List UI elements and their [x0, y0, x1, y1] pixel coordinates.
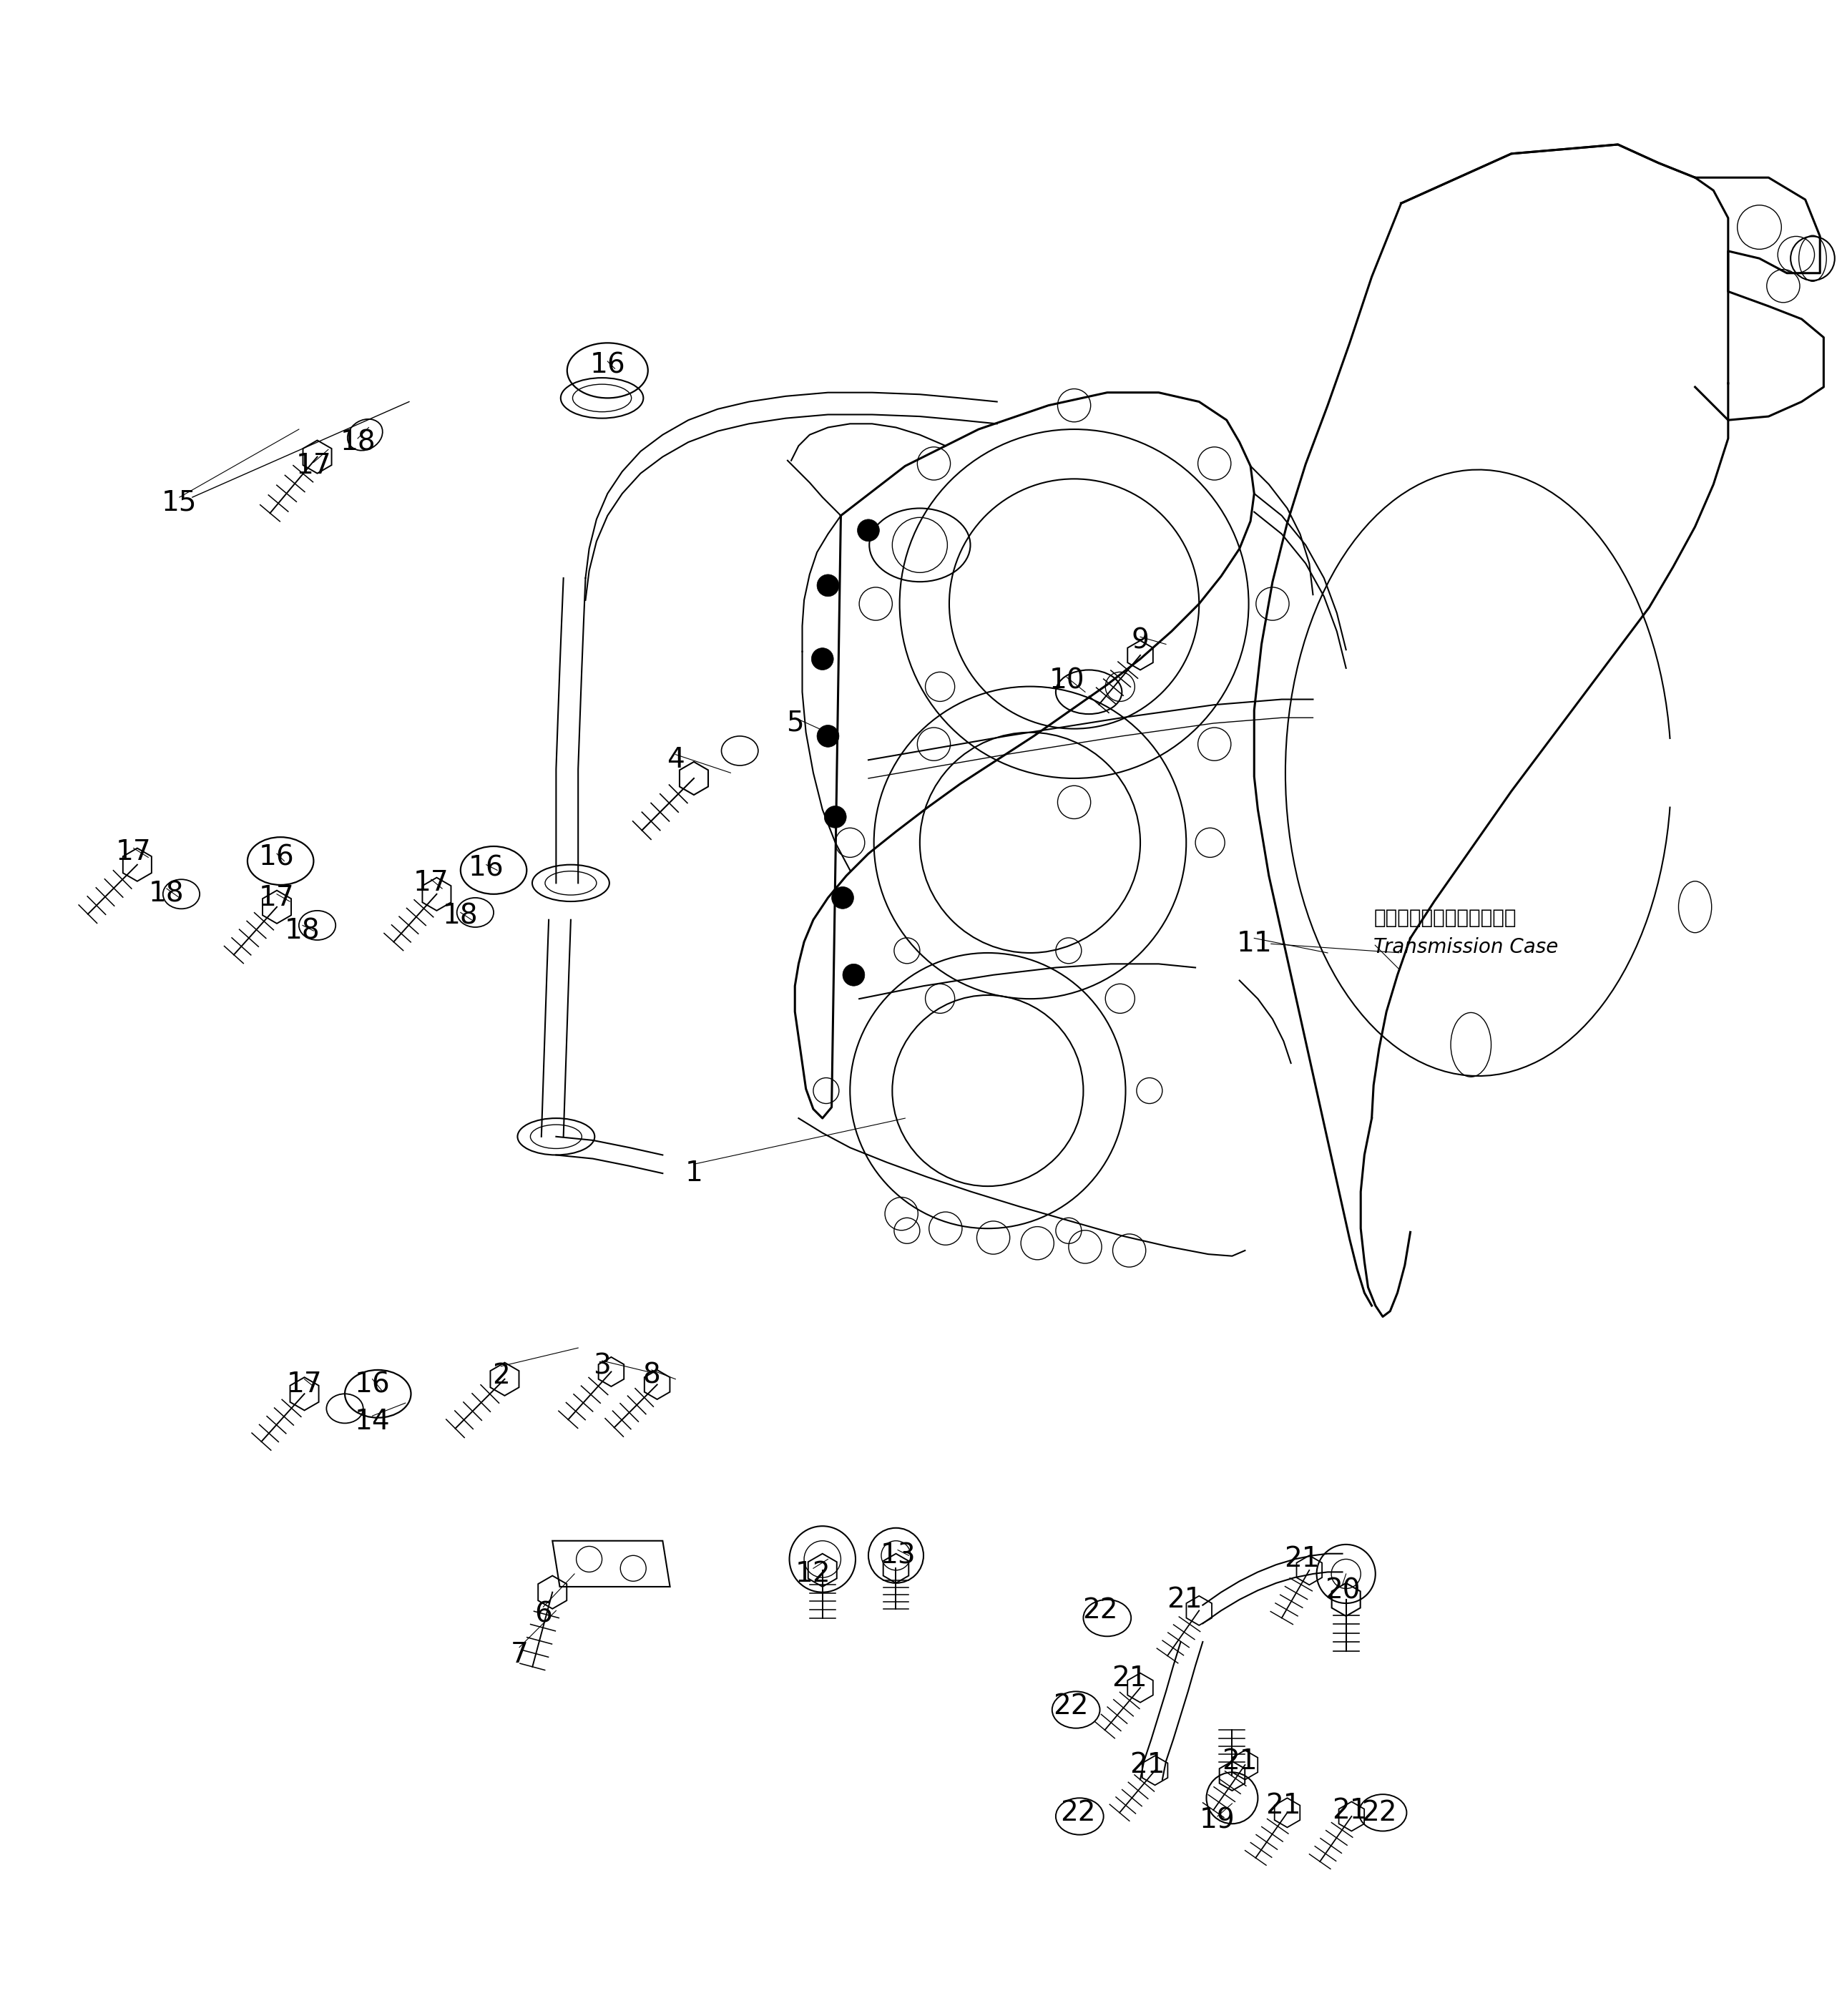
Text: 7: 7 — [510, 1641, 528, 1669]
Circle shape — [857, 520, 879, 542]
Circle shape — [811, 647, 833, 669]
Circle shape — [824, 806, 846, 829]
Text: 18: 18 — [443, 903, 478, 929]
Text: 13: 13 — [879, 1542, 916, 1568]
Text: 6: 6 — [534, 1601, 552, 1627]
Text: 22: 22 — [1053, 1693, 1088, 1720]
Text: 17: 17 — [296, 452, 331, 480]
Text: 16: 16 — [589, 351, 626, 379]
Text: 1: 1 — [685, 1159, 702, 1187]
Text: 21: 21 — [1112, 1665, 1147, 1691]
Text: 3: 3 — [593, 1353, 611, 1379]
Text: 21: 21 — [1167, 1587, 1202, 1613]
Text: 2: 2 — [491, 1363, 510, 1389]
Circle shape — [842, 964, 864, 986]
Text: 16: 16 — [355, 1371, 390, 1399]
Text: 14: 14 — [355, 1407, 390, 1435]
Text: 18: 18 — [340, 429, 375, 456]
Text: 21: 21 — [1265, 1792, 1302, 1818]
Text: 10: 10 — [1049, 667, 1084, 696]
Text: 18: 18 — [284, 917, 320, 943]
Text: 17: 17 — [286, 1371, 321, 1399]
Text: Transmission Case: Transmission Case — [1374, 937, 1559, 958]
Text: 16: 16 — [259, 845, 296, 871]
Text: 9: 9 — [1132, 627, 1149, 653]
Text: 21: 21 — [1221, 1748, 1258, 1774]
Text: 22: 22 — [1060, 1798, 1095, 1826]
Text: 16: 16 — [469, 855, 504, 881]
Text: 15: 15 — [163, 490, 198, 516]
Text: トランスミッションケース: トランスミッションケース — [1374, 907, 1516, 927]
Circle shape — [816, 726, 839, 748]
Text: 17: 17 — [414, 869, 449, 897]
Text: 22: 22 — [1361, 1798, 1396, 1826]
Text: 11: 11 — [1236, 929, 1273, 958]
Text: 8: 8 — [643, 1363, 661, 1389]
Text: 18: 18 — [150, 881, 185, 907]
Text: 21: 21 — [1332, 1798, 1367, 1824]
Circle shape — [816, 575, 839, 597]
Text: 21: 21 — [1130, 1752, 1165, 1778]
Text: 19: 19 — [1201, 1806, 1236, 1835]
Text: 5: 5 — [787, 710, 803, 736]
Text: 22: 22 — [1082, 1597, 1117, 1625]
Text: 17: 17 — [116, 839, 151, 865]
Text: 4: 4 — [667, 746, 685, 774]
Text: 17: 17 — [259, 885, 296, 911]
Text: 21: 21 — [1284, 1546, 1321, 1572]
Circle shape — [831, 887, 853, 909]
Text: 20: 20 — [1324, 1577, 1359, 1605]
Text: 12: 12 — [796, 1560, 831, 1587]
